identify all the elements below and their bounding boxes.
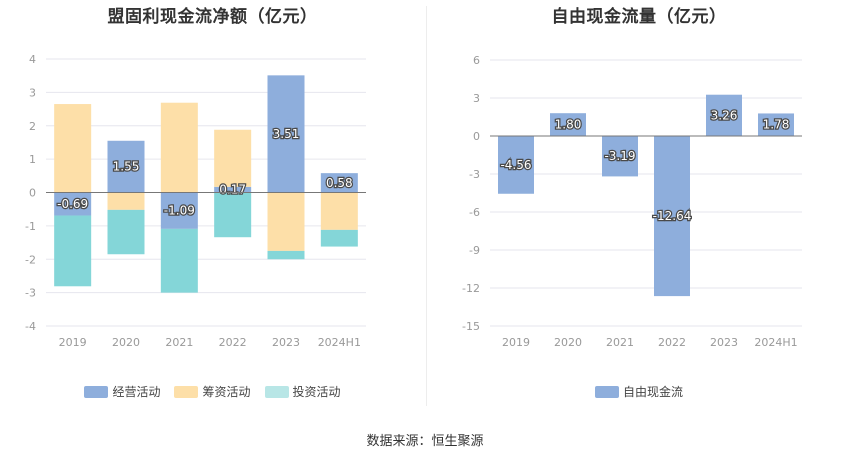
bar-投资活动-2019 [54, 215, 92, 287]
x-tick-label: 2024H1 [754, 336, 797, 349]
y-tick-label: -3 [469, 168, 480, 181]
y-tick-label: -1 [25, 220, 36, 233]
panel-divider [426, 6, 427, 406]
bar-筹资活动-2020 [107, 192, 145, 210]
free-cashflow-chart: 自由现金流量（亿元） -15 -12 -9 -6 -3 0 3 6 2019 -4.56 2020 1… [428, 0, 850, 410]
y-tick-label: -15 [462, 320, 480, 333]
bar-投资活动-2020 [107, 209, 145, 255]
x-tick-label: 2024H1 [318, 336, 361, 349]
bar-经营活动-2024H1 [320, 173, 358, 193]
data-label: -4.56 [500, 158, 531, 172]
x-tick-label: 2019 [59, 336, 87, 349]
y-tick-label: 4 [29, 53, 36, 66]
legend-item-investing[interactable]: 投资活动 [264, 383, 341, 400]
bar-筹资活动-2023 [267, 192, 305, 251]
data-label: -3.19 [604, 149, 635, 163]
legend-label: 经营活动 [112, 385, 161, 399]
chart-title: 盟固利现金流净额（亿元） [107, 7, 318, 27]
y-tick-label: 3 [29, 86, 36, 99]
bar-自由现金流-2024H1 [758, 113, 794, 136]
bar-自由现金流-2022 [654, 136, 690, 297]
x-tick-label: 2023 [272, 336, 300, 349]
y-tick-label: 0 [29, 187, 36, 200]
bar-经营活动-2022 [214, 186, 252, 193]
legend-label: 自由现金流 [622, 385, 683, 399]
cashflow-net-chart: 盟固利现金流净额（亿元） -4 -3 -2 -1 0 1 2 3 4 2019 -0.69 2020 1… [0, 0, 425, 410]
data-label: 3.26 [711, 108, 738, 122]
bar-自由现金流-2020 [550, 113, 586, 136]
x-tick-label: 2021 [606, 336, 634, 349]
bar-筹资活动-2019 [54, 104, 92, 193]
bar-筹资活动-2024H1 [320, 192, 358, 230]
y-tick-label: -3 [25, 287, 36, 300]
data-label: 1.80 [555, 118, 582, 132]
data-label: 1.55 [113, 160, 140, 174]
data-label: 3.51 [273, 127, 300, 141]
bar-自由现金流-2019 [498, 136, 534, 194]
bar-投资活动-2023 [267, 250, 305, 260]
legend-label: 投资活动 [292, 385, 341, 399]
legend-item-operating[interactable]: 经营活动 [84, 383, 160, 400]
y-tick-label: -12 [462, 282, 480, 295]
legend: 经营活动 筹资活动 投资活动 [0, 383, 425, 400]
bar-投资活动-2024H1 [320, 229, 358, 247]
legend-label: 筹资活动 [202, 385, 251, 399]
data-label: -1.09 [164, 204, 195, 218]
legend-swatch-investing [264, 385, 289, 398]
cashflow-net-plot: -4 -3 -2 -1 0 1 2 3 4 2019 -0.69 2020 1.55 2021 -1.09 2… [25, 53, 366, 349]
y-tick-label: 6 [473, 54, 480, 67]
data-label: -0.69 [57, 197, 88, 211]
x-tick-label: 2021 [165, 336, 193, 349]
y-tick-label: -4 [25, 320, 36, 333]
x-tick-label: 2022 [219, 336, 247, 349]
chart-title: 自由现金流量（亿元） [551, 7, 727, 27]
data-source-note: 数据来源：恒生聚源 [366, 434, 484, 449]
bar-投资活动-2022 [214, 192, 252, 238]
x-tick-label: 2022 [658, 336, 686, 349]
data-label: -12.64 [653, 209, 692, 223]
bar-经营活动-2019 [54, 192, 92, 216]
data-label: 0.17 [219, 183, 246, 197]
y-tick-label: 2 [29, 120, 36, 133]
x-tick-label: 2020 [554, 336, 582, 349]
data-label: 0.58 [326, 176, 353, 190]
y-tick-label: -9 [469, 244, 480, 257]
free-cashflow-plot: -15 -12 -9 -6 -3 0 3 6 2019 -4.56 2020 1.80 2021 -3.1… [462, 54, 802, 349]
y-tick-label: 1 [29, 153, 36, 166]
legend-swatch-fcf [594, 385, 619, 398]
legend-swatch-operating [84, 385, 109, 398]
y-tick-label: -2 [25, 253, 36, 266]
bar-经营活动-2023 [267, 75, 305, 193]
bar-经营活动-2020 [107, 140, 145, 193]
x-tick-label: 2019 [502, 336, 530, 349]
data-label: 1.78 [763, 118, 790, 132]
legend-item-fcf[interactable]: 自由现金流 [594, 383, 683, 400]
y-tick-label: 0 [473, 130, 480, 143]
bar-自由现金流-2023 [706, 94, 742, 136]
y-tick-label: 3 [473, 92, 480, 105]
bar-经营活动-2021 [160, 192, 198, 229]
bar-筹资活动-2022 [214, 129, 252, 187]
legend-item-financing[interactable]: 筹资活动 [174, 383, 251, 400]
x-tick-label: 2023 [710, 336, 738, 349]
legend-swatch-financing [174, 385, 199, 398]
y-tick-label: -6 [469, 206, 480, 219]
legend: 自由现金流 [428, 383, 850, 400]
bar-筹资活动-2021 [160, 102, 198, 193]
bar-自由现金流-2021 [602, 136, 638, 177]
x-tick-label: 2020 [112, 336, 140, 349]
bar-投资活动-2021 [160, 228, 198, 293]
